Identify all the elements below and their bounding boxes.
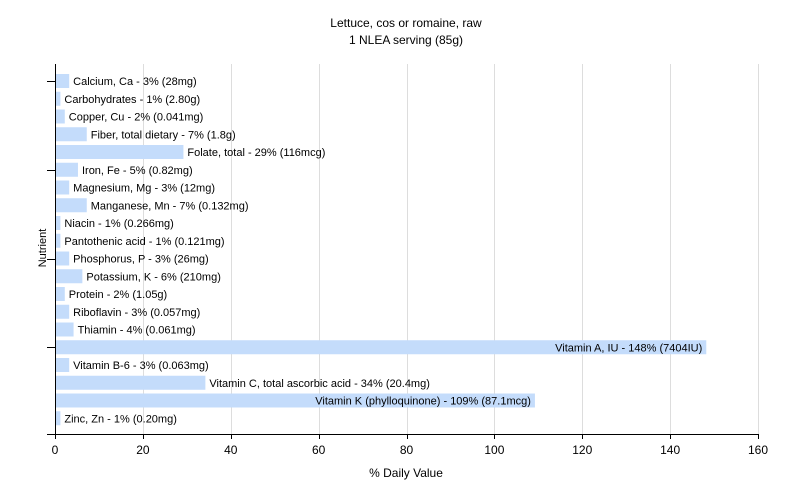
bar: [56, 287, 65, 301]
x-axis-tick-label: 0: [52, 443, 59, 457]
x-axis-tick-label: 160: [748, 443, 768, 457]
bar: [56, 109, 65, 124]
bar-label: Vitamin K (phylloquinone) - 109% (87.1mc…: [315, 396, 531, 408]
bar-label: Pantothenic acid - 1% (0.121mg): [64, 236, 224, 248]
bar: [56, 216, 61, 230]
bar: [56, 127, 87, 142]
bar-label: Protein - 2% (1.05g): [69, 289, 167, 301]
bar-label: Carbohydrates - 1% (2.80g): [64, 94, 200, 106]
bar: [56, 145, 184, 159]
x-axis-tick-label: 140: [660, 443, 680, 457]
bar: [56, 269, 83, 284]
bar: [56, 233, 61, 248]
chart-title: Lettuce, cos or romaine, raw: [330, 16, 482, 30]
x-axis-tick-label: 60: [312, 443, 326, 457]
bar-label: Iron, Fe - 5% (0.82mg): [82, 165, 193, 177]
bar: [56, 393, 535, 408]
bars: Calcium, Ca - 3% (28mg) Carbohydrates - 1…: [56, 74, 707, 426]
bar-label: Magnesium, Mg - 3% (12mg): [73, 183, 215, 195]
bar-label: Vitamin C, total ascorbic acid - 34% (20…: [209, 378, 430, 390]
chart-subtitle: 1 NLEA serving (85g): [349, 33, 463, 47]
bar: [56, 411, 61, 426]
bar-label: Fiber, total dietary - 7% (1.8g): [91, 129, 236, 141]
bar: [56, 375, 206, 390]
bar: [56, 198, 87, 213]
bar-label: Folate, total - 29% (116mcg): [187, 147, 325, 159]
bar-label: Vitamin B-6 - 3% (0.063mg): [73, 360, 209, 372]
bar: [56, 358, 70, 372]
bar-label: Manganese, Mn - 7% (0.132mg): [91, 200, 249, 212]
bar: [56, 251, 70, 266]
bar-label: Niacin - 1% (0.266mg): [64, 218, 173, 230]
bar: [56, 91, 61, 106]
bar-label: Riboflavin - 3% (0.057mg): [73, 307, 200, 319]
bar: [56, 180, 70, 195]
x-axis-tick-label: 80: [400, 443, 414, 457]
x-axis-tick-label: 40: [224, 443, 238, 457]
gridlines: [143, 64, 759, 434]
bar-label: Potassium, K - 6% (210mg): [86, 271, 221, 283]
x-axis-ticks: 0 20 40 60 80 100 120 140 160: [52, 434, 768, 457]
bar-label: Vitamin A, IU - 148% (7404IU): [555, 342, 702, 354]
bar: [56, 340, 707, 355]
bar: [56, 322, 74, 337]
bar-label: Phosphorus, P - 3% (26mg): [73, 254, 209, 266]
y-axis-label: Nutrient: [37, 229, 49, 268]
bar: [56, 74, 70, 88]
x-axis-tick-label: 120: [572, 443, 592, 457]
bar-label: Thiamin - 4% (0.061mg): [78, 325, 196, 337]
bar: [56, 304, 70, 319]
bar-label: Zinc, Zn - 1% (0.20mg): [64, 413, 176, 425]
bar-label: Calcium, Ca - 3% (28mg): [73, 76, 196, 88]
bar-label: Copper, Cu - 2% (0.041mg): [69, 112, 204, 124]
x-axis-tick-label: 100: [484, 443, 504, 457]
x-axis-tick-label: 20: [136, 443, 150, 457]
bar: [56, 162, 78, 177]
x-axis-label: % Daily Value: [369, 466, 443, 480]
